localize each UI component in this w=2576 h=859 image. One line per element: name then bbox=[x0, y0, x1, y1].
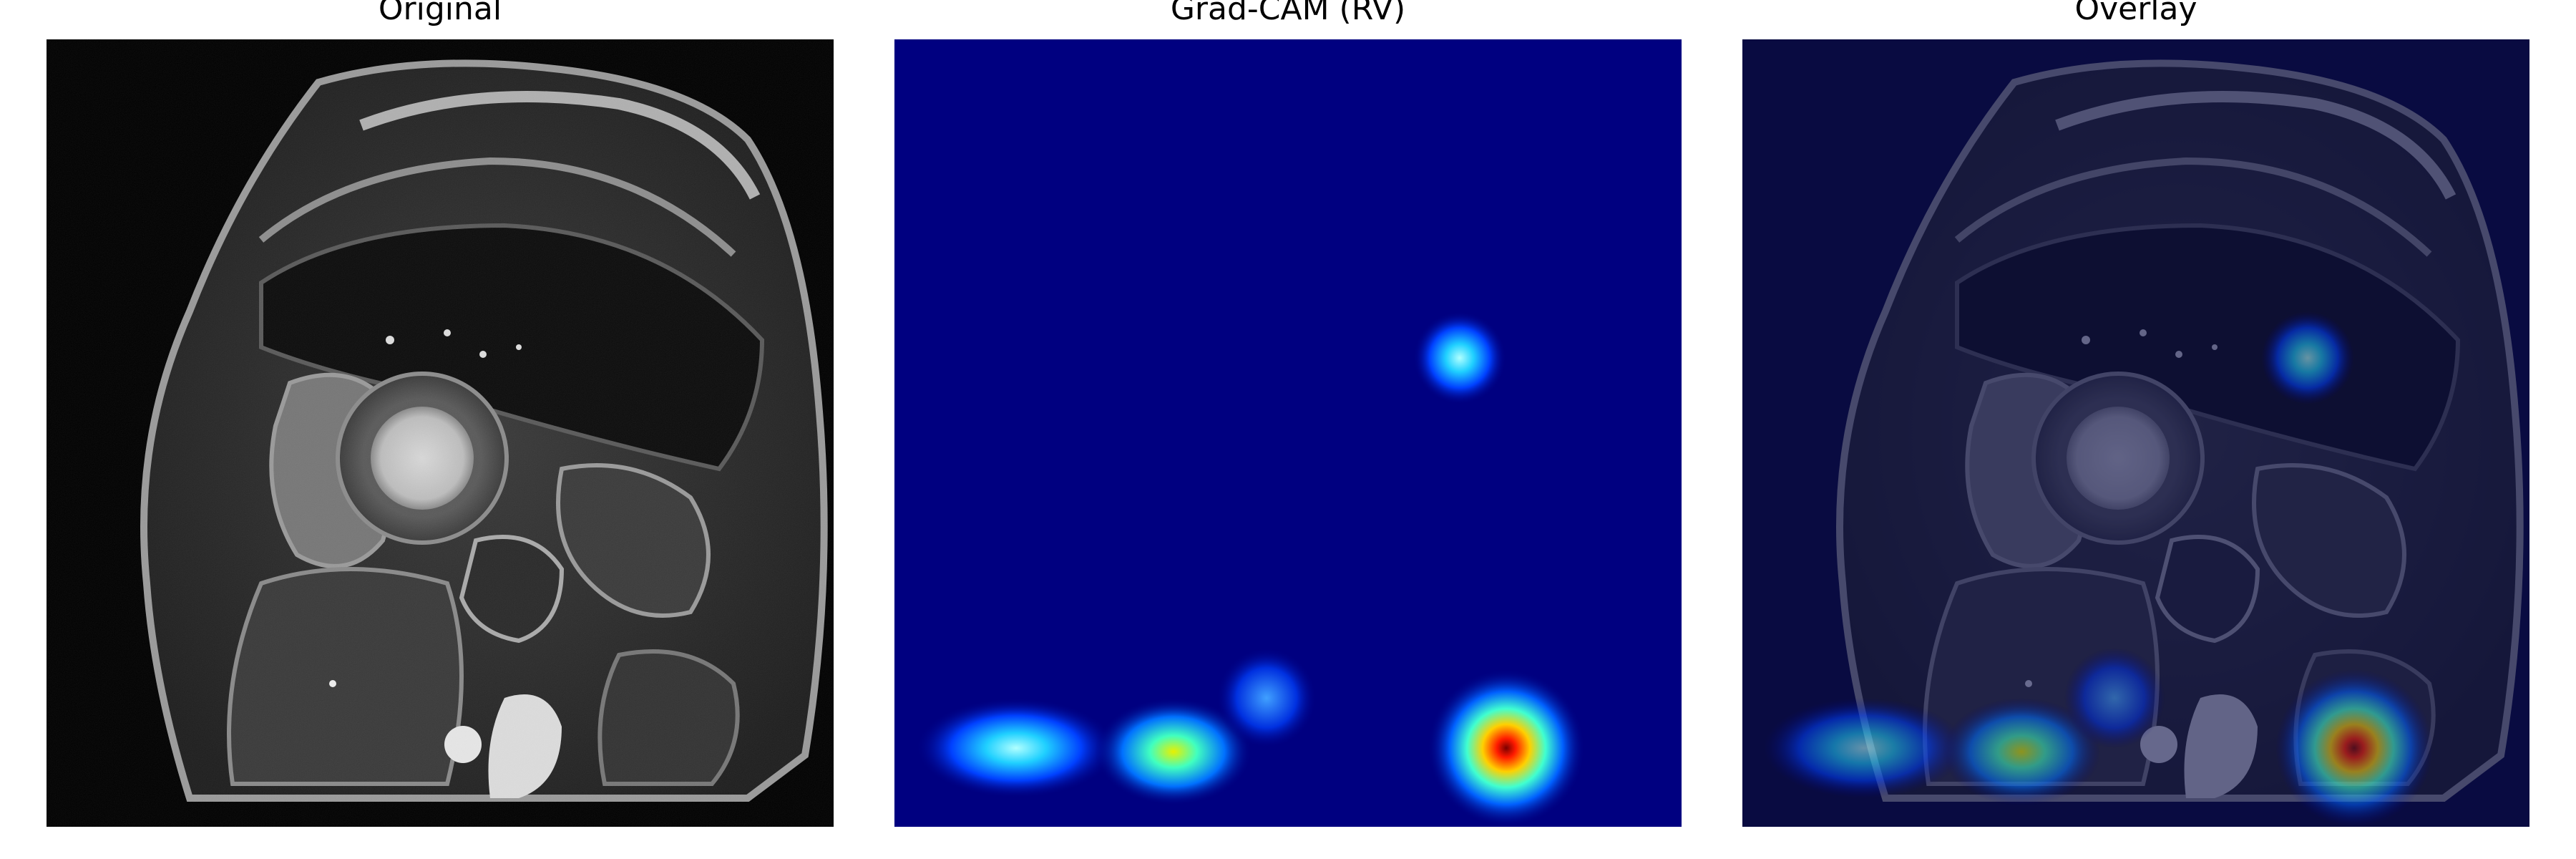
panel-title-gradcam: Grad-CAM (RV) bbox=[1170, 0, 1406, 27]
gradcam-heatmap-panel bbox=[894, 39, 1682, 827]
overlay-image bbox=[1742, 39, 2529, 827]
mri-image bbox=[47, 39, 834, 827]
overlay-panel bbox=[1742, 39, 2529, 827]
gradcam-heatmap bbox=[894, 39, 1682, 827]
original-image-panel bbox=[47, 39, 834, 827]
panel-title-original: Original bbox=[378, 0, 502, 27]
panel-title-overlay: Overlay bbox=[2074, 0, 2197, 27]
